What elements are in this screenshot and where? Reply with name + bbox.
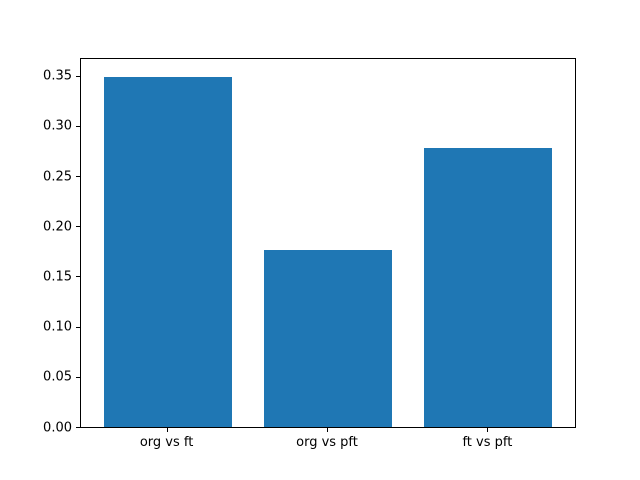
y-tick-mark (76, 75, 80, 77)
bar-ft-vs-pft (424, 147, 553, 427)
y-tick-mark (76, 427, 80, 428)
y-tick-label: 0.00 (43, 420, 72, 435)
bar-org-vs-pft (263, 250, 393, 427)
y-tick-mark (76, 276, 80, 278)
y-tick-label: 0.15 (43, 269, 72, 285)
x-tick-mark (487, 428, 489, 432)
y-tick-mark (76, 176, 80, 177)
x-tick-mark (166, 428, 168, 432)
y-tick-mark (76, 226, 80, 228)
bar-org-vs-ft (103, 76, 232, 427)
y-tick-mark (76, 376, 80, 378)
y-axis: 0.00 0.05 0.10 0.15 0.20 0.25 0.30 0.35 (0, 58, 80, 435)
x-axis: org vs ft org vs pft ft vs pft (80, 428, 576, 468)
plot-area (80, 58, 576, 428)
y-tick-label: 0.35 (43, 68, 72, 84)
x-tick-mark (327, 428, 328, 432)
y-tick-mark (76, 125, 80, 127)
x-tick-label: org vs pft (296, 435, 358, 450)
y-tick-label: 0.30 (43, 118, 72, 134)
y-tick-mark (76, 326, 80, 328)
x-tick-label: ft vs pft (462, 435, 513, 450)
y-tick-label: 0.05 (43, 369, 72, 385)
y-tick-label: 0.20 (43, 219, 72, 235)
y-tick-label: 0.10 (43, 319, 72, 335)
x-tick-label: org vs ft (139, 435, 194, 450)
y-tick-label: 0.25 (43, 169, 72, 184)
